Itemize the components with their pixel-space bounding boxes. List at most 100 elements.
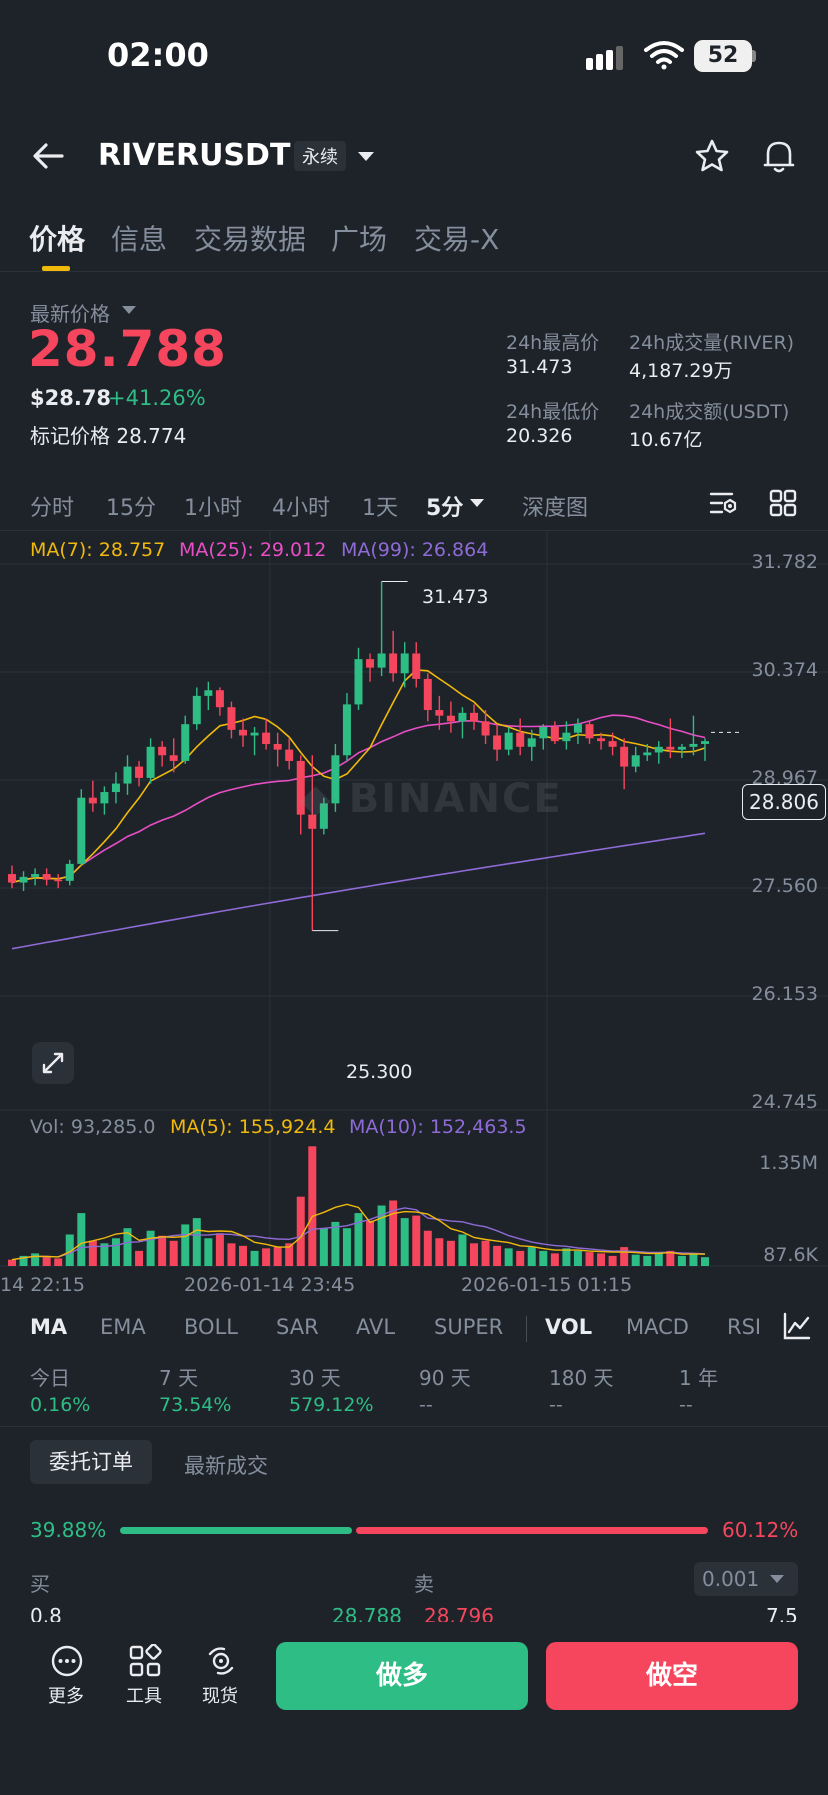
candle-body bbox=[400, 653, 409, 674]
y-axis-label: 30.374 bbox=[751, 659, 818, 681]
chart-settings-icon[interactable] bbox=[708, 488, 738, 518]
short-button[interactable]: 做空 bbox=[546, 1642, 798, 1710]
volume-bar bbox=[215, 1233, 224, 1266]
candle-body bbox=[227, 707, 236, 730]
interval-depth[interactable]: 深度图 bbox=[522, 496, 589, 521]
interval-15m[interactable]: 15分 bbox=[106, 496, 156, 521]
candle-body bbox=[573, 724, 582, 733]
pair-dropdown-icon[interactable] bbox=[358, 152, 374, 161]
candle-body bbox=[42, 874, 51, 880]
candle-body bbox=[550, 727, 559, 742]
low-label: 24h最低价 bbox=[506, 401, 600, 423]
perf-label: 30 天 bbox=[289, 1366, 341, 1390]
candle-body bbox=[412, 653, 421, 679]
battery-tip bbox=[752, 50, 756, 62]
volume-bar bbox=[562, 1248, 571, 1266]
indicator-rsi[interactable]: RSI bbox=[727, 1315, 762, 1339]
candle-body bbox=[643, 752, 652, 756]
interval-dropdown-icon[interactable] bbox=[470, 499, 484, 507]
interval-timeshare[interactable]: 分时 bbox=[30, 496, 75, 521]
last-price: 28.788 bbox=[28, 320, 227, 378]
vol-legend: Vol: 93,285.0 bbox=[30, 1116, 156, 1138]
long-button[interactable]: 做多 bbox=[276, 1642, 528, 1710]
volume-bar bbox=[666, 1250, 675, 1266]
spot-icon[interactable] bbox=[204, 1644, 238, 1678]
indicator-boll[interactable]: BOLL bbox=[184, 1315, 238, 1339]
indicator-vol[interactable]: VOL bbox=[545, 1315, 593, 1339]
more-icon[interactable] bbox=[50, 1644, 84, 1678]
ma99-legend: MA(99): 26.864 bbox=[341, 539, 489, 561]
indicator-sar[interactable]: SAR bbox=[276, 1315, 319, 1339]
perf-label: 90 天 bbox=[419, 1366, 471, 1390]
volume-bar bbox=[481, 1240, 490, 1266]
interval-5m[interactable]: 5分 bbox=[426, 496, 464, 521]
candle-body bbox=[331, 755, 340, 804]
binance-watermark: ◆ BINANCE bbox=[300, 776, 563, 822]
interval-4h[interactable]: 4小时 bbox=[272, 496, 330, 521]
mark-price-label: 标记价格 bbox=[30, 424, 110, 448]
tab-info[interactable]: 信息 bbox=[111, 223, 168, 256]
volume-bar bbox=[146, 1230, 155, 1266]
indicator-macd[interactable]: MACD bbox=[626, 1315, 689, 1339]
tab-open-orders[interactable]: 委托订单 bbox=[30, 1440, 152, 1484]
status-time: 02:00 bbox=[107, 36, 209, 74]
y-axis-label: 28.967 bbox=[751, 767, 818, 789]
candle-body bbox=[539, 727, 548, 739]
y-axis-label: 26.153 bbox=[751, 983, 818, 1005]
volume-bar bbox=[435, 1238, 444, 1266]
volume-bar bbox=[239, 1245, 247, 1266]
latest-price-dropdown-icon[interactable] bbox=[122, 306, 136, 314]
candle-body bbox=[562, 732, 571, 742]
indicator-settings-icon[interactable] bbox=[782, 1311, 812, 1341]
tab-trading-data[interactable]: 交易数据 bbox=[194, 223, 307, 256]
tab-price[interactable]: 价格 bbox=[29, 223, 86, 256]
perf-value: -- bbox=[679, 1394, 693, 1416]
volume-bar bbox=[654, 1253, 663, 1266]
precision-dropdown-icon[interactable] bbox=[770, 1575, 784, 1583]
indicator-ma[interactable]: MA bbox=[30, 1315, 68, 1339]
candlestick-chart[interactable] bbox=[0, 530, 828, 1280]
high-value: 31.473 bbox=[506, 356, 573, 378]
wifi-icon bbox=[644, 41, 684, 70]
tab-square[interactable]: 广场 bbox=[331, 223, 388, 256]
pair-title[interactable]: RIVERUSDT bbox=[98, 138, 291, 173]
indicator-avl[interactable]: AVL bbox=[356, 1315, 396, 1339]
bell-icon[interactable] bbox=[762, 138, 796, 174]
volume-bar bbox=[620, 1247, 629, 1266]
volume-bar bbox=[377, 1205, 386, 1266]
volume-bar bbox=[608, 1255, 617, 1266]
tools-label[interactable]: 工具 bbox=[126, 1686, 162, 1707]
y-axis-label: 27.560 bbox=[751, 875, 818, 897]
volume-bar bbox=[550, 1253, 559, 1266]
candle-body bbox=[77, 797, 86, 864]
grid-layout-icon[interactable] bbox=[768, 488, 798, 518]
interval-1h[interactable]: 1小时 bbox=[184, 496, 242, 521]
candle-body bbox=[631, 755, 640, 767]
expand-icon[interactable] bbox=[32, 1042, 74, 1084]
spot-label[interactable]: 现货 bbox=[202, 1686, 238, 1707]
volume-bar bbox=[54, 1258, 63, 1266]
latest-price-label[interactable]: 最新价格 bbox=[30, 302, 110, 326]
candle-body bbox=[585, 724, 594, 739]
volume-bar bbox=[273, 1247, 282, 1266]
back-arrow-icon[interactable] bbox=[30, 138, 66, 174]
interval-1d[interactable]: 1天 bbox=[362, 496, 398, 521]
tab-trade-x[interactable]: 交易-X bbox=[414, 223, 500, 256]
tools-icon[interactable] bbox=[128, 1644, 162, 1678]
indicator-ema[interactable]: EMA bbox=[100, 1315, 146, 1339]
volume-bar bbox=[539, 1250, 548, 1266]
indicator-super[interactable]: SUPER bbox=[434, 1315, 504, 1339]
more-label[interactable]: 更多 bbox=[48, 1686, 84, 1707]
buy-ratio-bar bbox=[120, 1527, 352, 1534]
volume-bar bbox=[331, 1221, 340, 1266]
volume-bar bbox=[158, 1235, 167, 1266]
candle-body bbox=[215, 690, 224, 708]
vol-ma10-line bbox=[11, 1207, 706, 1261]
volume-bar bbox=[400, 1218, 409, 1266]
volume-bar bbox=[573, 1250, 582, 1266]
star-icon[interactable] bbox=[694, 138, 730, 174]
volume-bar bbox=[689, 1253, 698, 1266]
volume-bar bbox=[412, 1215, 421, 1266]
tab-latest-trades[interactable]: 最新成交 bbox=[184, 1454, 268, 1478]
candle-body bbox=[54, 879, 63, 882]
